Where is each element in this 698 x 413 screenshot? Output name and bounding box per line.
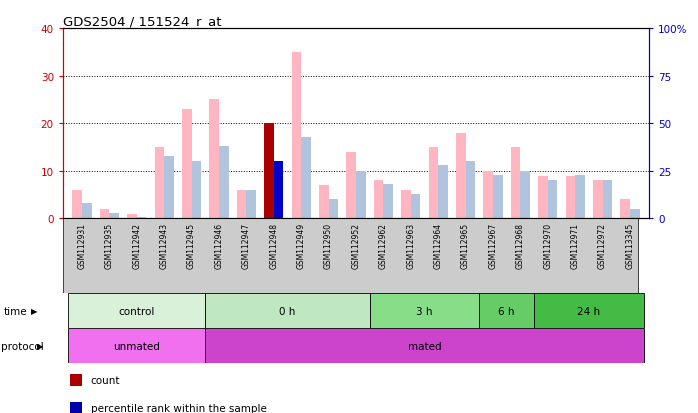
Bar xyxy=(265,124,274,219)
Bar xyxy=(292,52,301,219)
Bar xyxy=(274,162,283,219)
Bar xyxy=(209,100,219,219)
Bar xyxy=(164,156,174,219)
Text: time: time xyxy=(3,306,27,316)
Text: count: count xyxy=(91,375,120,385)
Bar xyxy=(411,194,420,219)
Text: GSM112963: GSM112963 xyxy=(406,223,415,268)
Bar xyxy=(137,217,147,219)
Bar xyxy=(356,171,366,219)
Bar xyxy=(538,176,548,219)
Text: GSM112971: GSM112971 xyxy=(571,223,579,268)
Text: GSM112962: GSM112962 xyxy=(379,223,388,268)
Bar xyxy=(73,190,82,219)
Bar xyxy=(329,200,338,219)
Bar xyxy=(602,181,612,219)
Bar xyxy=(68,293,205,328)
Text: GSM112967: GSM112967 xyxy=(489,223,498,268)
Text: 0 h: 0 h xyxy=(279,306,296,316)
Text: control: control xyxy=(119,306,155,316)
Text: 3 h: 3 h xyxy=(416,306,433,316)
Text: ▶: ▶ xyxy=(37,342,43,350)
Text: GSM112968: GSM112968 xyxy=(516,223,525,268)
Text: mated: mated xyxy=(408,341,441,351)
Bar xyxy=(401,190,411,219)
Bar xyxy=(438,166,447,219)
Text: 6 h: 6 h xyxy=(498,306,515,316)
Bar xyxy=(593,181,602,219)
Text: unmated: unmated xyxy=(113,341,161,351)
Bar xyxy=(182,109,191,219)
Bar xyxy=(370,293,480,328)
Bar xyxy=(100,209,110,219)
Text: 24 h: 24 h xyxy=(577,306,600,316)
Text: GSM112945: GSM112945 xyxy=(187,223,196,268)
Bar xyxy=(82,204,91,219)
Bar xyxy=(575,175,585,219)
Text: protocol: protocol xyxy=(1,341,43,351)
Text: GDS2504 / 151524_r_at: GDS2504 / 151524_r_at xyxy=(63,15,221,28)
Bar xyxy=(383,185,393,219)
Bar xyxy=(534,293,644,328)
Text: GSM112946: GSM112946 xyxy=(214,223,223,268)
Bar xyxy=(154,147,164,219)
Bar xyxy=(521,171,530,219)
Text: GSM112948: GSM112948 xyxy=(269,223,279,268)
Text: GSM112965: GSM112965 xyxy=(461,223,470,268)
Text: GSM112942: GSM112942 xyxy=(133,223,141,268)
Bar xyxy=(548,181,558,219)
Bar xyxy=(493,175,503,219)
Text: GSM112950: GSM112950 xyxy=(324,223,333,268)
Bar xyxy=(68,328,205,363)
Text: GSM112935: GSM112935 xyxy=(105,223,114,268)
Bar xyxy=(480,293,534,328)
Bar xyxy=(237,190,246,219)
Bar xyxy=(630,209,639,219)
Text: GSM112970: GSM112970 xyxy=(543,223,552,268)
Bar xyxy=(466,162,475,219)
Bar xyxy=(205,293,370,328)
Text: GSM112949: GSM112949 xyxy=(297,223,306,268)
Bar xyxy=(621,200,630,219)
Bar xyxy=(274,162,283,219)
Text: GSM112972: GSM112972 xyxy=(598,223,607,268)
Bar xyxy=(265,124,274,219)
Bar xyxy=(346,152,356,219)
Bar xyxy=(127,214,137,219)
Bar xyxy=(565,176,575,219)
Text: GSM113345: GSM113345 xyxy=(625,223,634,269)
Bar xyxy=(205,328,644,363)
Bar xyxy=(484,171,493,219)
Text: ▶: ▶ xyxy=(31,306,37,315)
Text: GSM112943: GSM112943 xyxy=(160,223,169,268)
Text: GSM112947: GSM112947 xyxy=(242,223,251,268)
Bar xyxy=(429,147,438,219)
Bar xyxy=(246,190,256,219)
Bar xyxy=(110,213,119,219)
Text: percentile rank within the sample: percentile rank within the sample xyxy=(91,403,267,413)
Bar xyxy=(456,133,466,219)
Bar xyxy=(219,147,228,219)
Text: GSM112964: GSM112964 xyxy=(433,223,443,268)
Bar xyxy=(511,147,521,219)
Bar xyxy=(374,181,383,219)
Text: GSM112952: GSM112952 xyxy=(352,223,360,268)
Bar xyxy=(301,137,311,219)
Text: GSM112931: GSM112931 xyxy=(77,223,87,268)
Bar xyxy=(191,162,201,219)
Bar xyxy=(319,186,329,219)
